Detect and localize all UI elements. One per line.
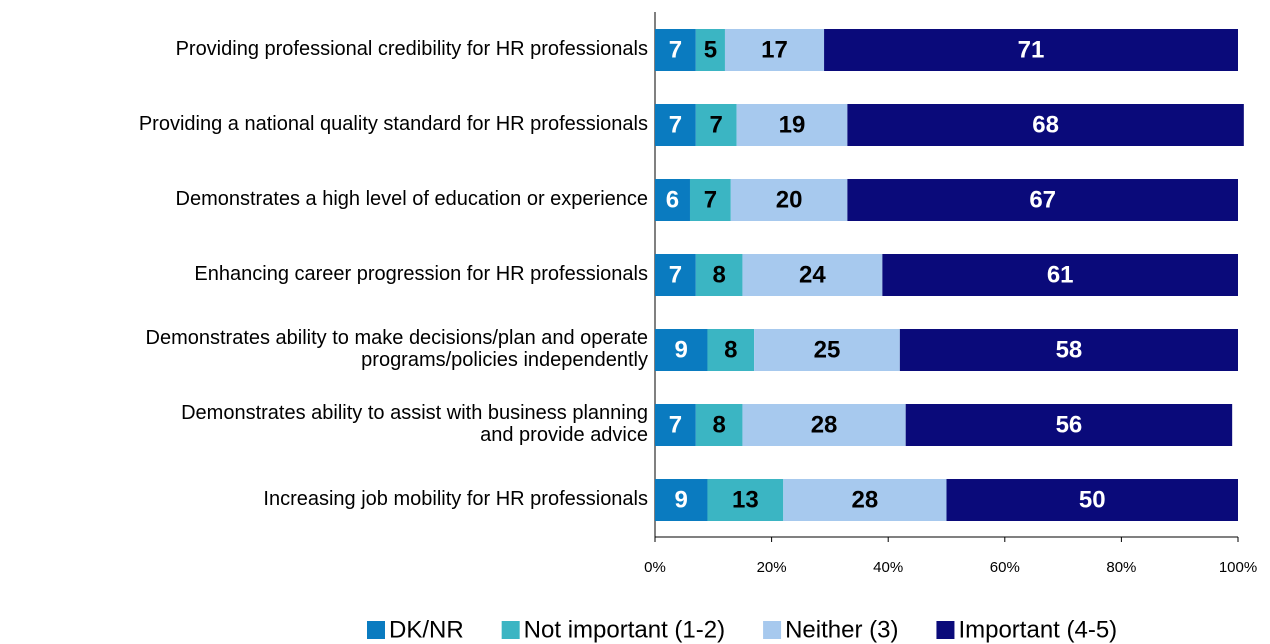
bar-segment	[655, 254, 696, 296]
legend-label: DK/NR	[389, 616, 464, 643]
bar-segment	[689, 179, 731, 221]
category-label: Providing professional credibility for H…	[176, 38, 648, 60]
bar-segment	[655, 479, 708, 521]
bar-segment	[742, 254, 883, 296]
data-label: 7	[704, 186, 717, 213]
category-line: Demonstrates ability to make decisions/p…	[146, 327, 649, 349]
category-label: Providing a national quality standard fo…	[139, 113, 648, 135]
category-line: Demonstrates ability to assist with busi…	[181, 402, 648, 424]
bar-segment	[882, 254, 1238, 296]
bar-segment	[707, 479, 784, 521]
legend-label: Important (4-5)	[958, 616, 1117, 643]
bar-segment	[730, 179, 848, 221]
data-label: 8	[712, 261, 725, 288]
category-line: Providing a national quality standard fo…	[139, 113, 648, 135]
legend-label: Neither (3)	[785, 616, 898, 643]
category-label: Increasing job mobility for HR professio…	[263, 488, 648, 510]
bar-segment	[724, 29, 825, 71]
data-label: 9	[675, 486, 688, 513]
bar-segment	[824, 29, 1238, 71]
data-label: 8	[724, 336, 737, 363]
bar-segment	[655, 29, 696, 71]
legend-swatch	[763, 621, 782, 639]
legend-label: Not important (1-2)	[524, 616, 725, 643]
data-label: 67	[1029, 186, 1056, 213]
data-label: 5	[704, 36, 717, 63]
data-label: 7	[669, 411, 682, 438]
data-label: 61	[1047, 261, 1074, 288]
bar-segment	[847, 104, 1244, 146]
x-tick-label: 0%	[644, 559, 666, 576]
data-label: 9	[675, 336, 688, 363]
data-label: 68	[1032, 111, 1059, 138]
bar-segment	[847, 179, 1238, 221]
data-label: 25	[814, 336, 841, 363]
x-tick-label: 40%	[873, 559, 903, 576]
category-label: Demonstrates a high level of education o…	[176, 188, 649, 210]
data-label: 56	[1056, 411, 1083, 438]
legend-swatch	[367, 621, 385, 639]
x-tick-label: 80%	[1106, 559, 1136, 576]
data-label: 7	[669, 111, 682, 138]
category-line: Providing professional credibility for H…	[176, 38, 648, 60]
category-label: Enhancing career progression for HR prof…	[194, 263, 648, 285]
category-label: Demonstrates ability to make decisions/p…	[146, 327, 649, 371]
data-label: 50	[1079, 486, 1106, 513]
data-label: 7	[710, 111, 723, 138]
bar-segment	[707, 329, 755, 371]
category-label: Demonstrates ability to assist with busi…	[181, 402, 648, 446]
category-line: Increasing job mobility for HR professio…	[263, 488, 648, 510]
data-label: 28	[852, 486, 879, 513]
bar-segment	[695, 104, 737, 146]
bar-segment	[946, 479, 1238, 521]
category-line: Demonstrates a high level of education o…	[176, 188, 649, 210]
bar-segment	[695, 404, 743, 446]
data-label: 13	[732, 486, 759, 513]
bar-segment	[905, 404, 1233, 446]
category-line: and provide advice	[480, 424, 648, 446]
x-tick-label: 20%	[757, 559, 787, 576]
bar-segment	[736, 104, 848, 146]
bar-segment	[695, 29, 725, 71]
data-label: 17	[761, 36, 788, 63]
category-line: programs/policies independently	[361, 349, 648, 371]
bar-segment	[783, 479, 947, 521]
data-label: 71	[1018, 36, 1045, 63]
bar-segment	[655, 104, 696, 146]
x-tick-label: 100%	[1219, 559, 1257, 576]
legend-swatch	[936, 621, 955, 639]
bar-segment	[655, 329, 708, 371]
data-label: 58	[1056, 336, 1083, 363]
data-label: 19	[779, 111, 806, 138]
x-tick-label: 60%	[990, 559, 1020, 576]
legend-swatch	[501, 621, 520, 639]
data-label: 7	[669, 261, 682, 288]
bar-segment	[754, 329, 900, 371]
data-label: 7	[669, 36, 682, 63]
bar-segment	[655, 404, 696, 446]
data-label: 20	[776, 186, 803, 213]
data-label: 24	[799, 261, 826, 288]
category-line: Enhancing career progression for HR prof…	[194, 263, 648, 285]
data-label: 28	[811, 411, 838, 438]
data-label: 6	[666, 186, 679, 213]
bar-segment	[742, 404, 906, 446]
bar-segment	[899, 329, 1238, 371]
bar-segment	[655, 179, 690, 221]
bar-segment	[695, 254, 743, 296]
data-label: 8	[712, 411, 725, 438]
